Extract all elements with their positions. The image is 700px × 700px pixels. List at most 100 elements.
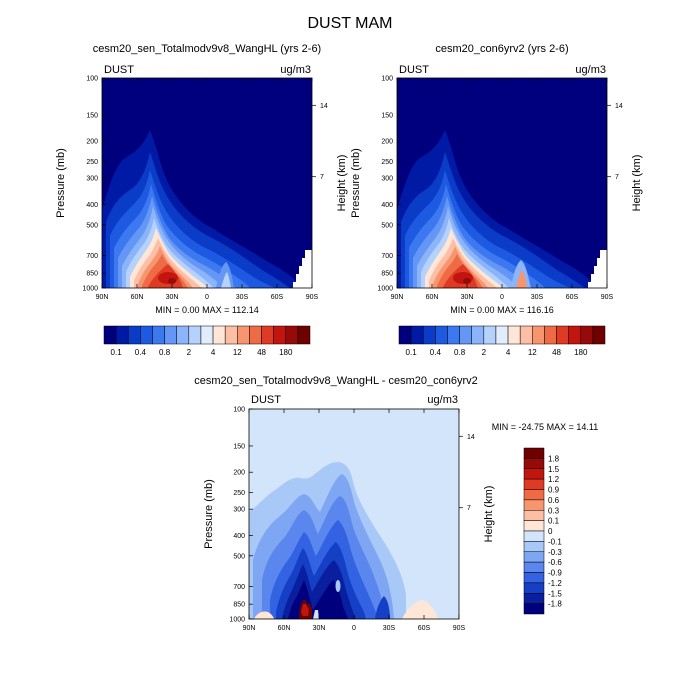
- topography-mask: [293, 250, 312, 288]
- contour-level: [463, 278, 471, 284]
- colorbar-label: 0.4: [430, 348, 442, 357]
- axis-ticks: 90N 60N 30N 0 30S 60S 90S 100 150 200 250 300 400 500…: [82, 76, 327, 302]
- colorbar-box: [556, 325, 569, 345]
- colorbar-box: [523, 447, 545, 459]
- colorbar-box: [523, 551, 545, 563]
- right-axis-label: Height (km): [631, 155, 643, 212]
- colorbar-box: [519, 325, 533, 345]
- colorbar-box: [398, 325, 412, 345]
- contour-level: [335, 580, 341, 592]
- panel-diff: cesm20_sen_Totalmodv9v8_WangHL - cesm20_…: [194, 375, 598, 632]
- x-tick-label: 30S: [383, 625, 396, 632]
- colorbar-label: 4: [506, 348, 511, 357]
- colorbar-label: 48: [552, 348, 561, 357]
- colorbar-box: [568, 325, 582, 345]
- colorbar-box: [592, 325, 606, 345]
- y-tick-label: 400: [381, 202, 393, 209]
- colorbar-label: 48: [257, 348, 266, 357]
- panel-title: cesm20_sen_Totalmodv9v8_WangHL - cesm20_…: [194, 375, 478, 387]
- y-tick-label: 150: [86, 112, 98, 119]
- colorbar-box: [523, 572, 545, 584]
- x-tick-label: 90S: [453, 625, 466, 632]
- colorbar-box: [523, 468, 545, 480]
- colorbar-label: 0.8: [159, 348, 171, 357]
- x-tick-label: 30N: [313, 625, 326, 632]
- colorbar-box: [523, 510, 545, 521]
- colorbar-box: [495, 325, 509, 345]
- y-tick-label: 700: [86, 253, 98, 260]
- colorbar-box: [176, 325, 190, 345]
- y-tick-label: 200: [86, 139, 98, 146]
- right-axis-label: Height (km): [336, 155, 348, 212]
- colorbar-box: [410, 325, 424, 345]
- y-tick-label: 500: [381, 222, 393, 229]
- contour-level: [516, 270, 527, 288]
- y-axis-label: Pressure (mb): [55, 148, 67, 218]
- x-tick-label: 30S: [531, 294, 544, 301]
- colorbar-box: [532, 325, 545, 345]
- panel-sen: cesm20_sen_Totalmodv9v8_WangHL (yrs 2-6)…: [55, 43, 348, 357]
- colorbar-label: 0.4: [135, 348, 147, 357]
- colorbar-box: [115, 325, 129, 345]
- contour-level: [168, 278, 176, 284]
- right-tick-label: 7: [320, 174, 324, 181]
- colorbar-box: [212, 325, 226, 345]
- x-tick-label: 90N: [96, 294, 109, 301]
- colorbar-box: [483, 325, 497, 345]
- min-max-stats: MIN = 0.00 MAX = 116.16: [450, 305, 553, 315]
- right-tick-label: 14: [467, 434, 475, 441]
- y-tick-label: 250: [381, 159, 393, 166]
- panel-title: cesm20_sen_Totalmodv9v8_WangHL (yrs 2-6): [93, 43, 321, 55]
- contour-level: [301, 604, 309, 616]
- y-tick-label: 1000: [229, 617, 245, 624]
- x-tick-label: 30N: [461, 294, 474, 301]
- colorbar-label: -1.2: [548, 579, 562, 588]
- y-tick-label: 100: [86, 76, 98, 83]
- colorbar-label: 12: [233, 348, 242, 357]
- y-tick-label: 150: [381, 112, 393, 119]
- colorbar-label: 0: [548, 527, 553, 536]
- colorbar-box: [224, 325, 238, 345]
- contour-level: [402, 600, 438, 619]
- colorbar-box: [127, 325, 141, 345]
- colorbar-box: [523, 489, 545, 501]
- colorbar: 0.1 0.4 0.8 2 4 12 48 180: [103, 325, 311, 357]
- colorbar-box: [523, 458, 545, 469]
- units-label: ug/m3: [575, 64, 606, 76]
- panel-title: cesm20_con6yrv2 (yrs 2-6): [435, 43, 568, 55]
- y-tick-label: 100: [233, 407, 245, 414]
- colorbar-label: 0.1: [548, 517, 560, 526]
- colorbar-label: 1.5: [548, 465, 560, 474]
- units-label: ug/m3: [280, 64, 311, 76]
- colorbar-box: [523, 561, 545, 573]
- x-tick-label: 0: [205, 294, 209, 301]
- colorbar-box: [523, 582, 545, 594]
- y-tick-label: 100: [381, 76, 393, 83]
- colorbar-box: [523, 541, 545, 552]
- colorbar-box: [273, 325, 287, 345]
- colorbar-box: [435, 325, 448, 345]
- colorbar-label: 0.9: [548, 486, 560, 495]
- colorbar-box: [447, 325, 460, 345]
- y-tick-label: 700: [381, 253, 393, 260]
- colorbar-label: 0.6: [548, 496, 560, 505]
- colorbar-label: 12: [528, 348, 537, 357]
- colorbar-box: [523, 530, 545, 542]
- colorbar-box: [200, 325, 214, 345]
- colorbar-label: 0.1: [406, 348, 418, 357]
- y-tick-label: 850: [233, 602, 245, 609]
- right-tick-label: 7: [615, 174, 619, 181]
- colorbar-box: [188, 325, 202, 345]
- colorbar: 1.81.51.20.90.60.30.10-0.1-0.3-0.6-0.9-1…: [523, 447, 562, 615]
- colorbar-box: [580, 325, 594, 345]
- colorbar-box: [285, 325, 299, 345]
- colorbar-box: [140, 325, 153, 345]
- y-tick-label: 400: [233, 533, 245, 540]
- y-tick-label: 850: [381, 271, 393, 278]
- x-tick-label: 60S: [271, 294, 284, 301]
- colorbar-box: [507, 325, 521, 345]
- min-max-stats: MIN = -24.75 MAX = 14.11: [492, 422, 598, 432]
- y-axis-label: Pressure (mb): [350, 148, 362, 218]
- y-tick-label: 500: [233, 553, 245, 560]
